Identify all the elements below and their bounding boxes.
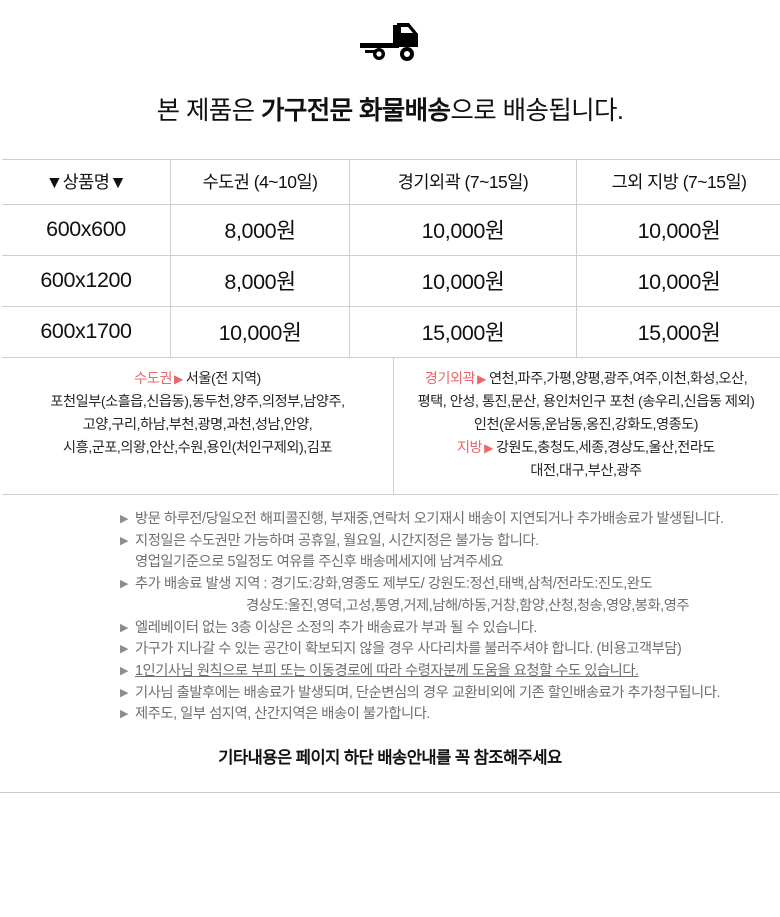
region-outer-line: 평택, 안성, 통진,문산, 용인처인구 포천 (송우리,신읍동 제외) xyxy=(417,394,755,410)
note-text: 엘레베이터 없는 3층 이상은 소정의 추가 배송료가 부과 될 수 있습니다. xyxy=(135,619,537,636)
cell-metro: 10,000원 xyxy=(170,306,350,358)
region-outer-headline: 경기외곽 ▶ 연천,파주,가평,양평,광주,여주,이천,화성,오산, xyxy=(398,368,774,391)
region-metro-label: 수도권 xyxy=(134,371,172,387)
cell-product: 600x1700 xyxy=(2,306,171,358)
note-item: ▶ 추가 배송료 발생 지역 : 경기도:강화,영종도 제부도/ 강원도:정선,… xyxy=(2,574,778,596)
footer-note: 기타내용은 페이지 하단 배송안내를 꼭 참조해주세요 xyxy=(218,749,562,768)
note-item: ▶ 방문 하루전/당일오전 해피콜진행, 부재중,연락처 오기재시 배송이 지연… xyxy=(2,509,778,531)
arrow-icon: ▶ xyxy=(477,372,486,386)
region-metro-line: 시흥,군포,의왕,안산,수원,용인(처인구제외),김포 xyxy=(63,440,332,456)
bullet-arrow-icon: ▶ xyxy=(120,643,129,656)
note-text: 경상도:울진,영덕,고성,통영,거제,남해/하동,거창,함양,산청,청송,영양,… xyxy=(246,597,690,614)
note-text: 가구가 지나갈 수 있는 공간이 확보되지 않을 경우 사다리차를 불러주셔야 … xyxy=(135,641,682,658)
note-item: ▶ 엘레베이터 없는 3층 이상은 소정의 추가 배송료가 부과 될 수 있습니… xyxy=(2,618,778,640)
shipping-price-table: ▼상품명▼ 수도권 (4~10일) 경기외곽 (7~15일) 그외 지방 (7~… xyxy=(2,159,780,358)
headline-prefix: 본 제품은 xyxy=(156,97,262,125)
arrow-icon: ▶ xyxy=(484,441,493,455)
region-metro-column: 수도권 ▶ 서울(전 지역) 포천일부(소흘읍,신읍동),동두천,양주,의정부,남양… xyxy=(2,358,394,494)
note-item-subline: 경상도:울진,영덕,고성,통영,거제,남해/하동,거창,함양,산청,청송,영양,… xyxy=(2,596,778,618)
table-row: 600x1700 10,000원 15,000원 15,000원 xyxy=(2,306,780,358)
table-row: 600x1200 8,000원 10,000원 10,000원 xyxy=(2,255,780,307)
bottom-divider xyxy=(0,792,780,794)
cell-product: 600x600 xyxy=(2,204,171,256)
table-row: 600x600 8,000원 10,000원 10,000원 xyxy=(2,204,780,256)
note-item-continuation: ▶ 영업일기준으로 5일정도 여유를 주신후 배송메세지에 남겨주세요 xyxy=(2,552,778,574)
note-text: 추가 배송료 발생 지역 : 경기도:강화,영종도 제부도/ 강원도:정선,태백… xyxy=(135,576,653,593)
cell-outer: 10,000원 xyxy=(349,255,577,307)
note-item: ▶ 기사님 출발후에는 배송료가 발생되며, 단순변심의 경우 교환비외에 기존… xyxy=(2,683,778,705)
note-item: ▶ 1인기사님 원칙으로 부피 또는 이동경로에 따라 수령자분께 도움을 요청… xyxy=(2,661,778,683)
region-metro-line: 포천일부(소흘읍,신읍동),동두천,양주,의정부,남양주, xyxy=(50,394,345,410)
col-header-outer: 경기외곽 (7~15일) xyxy=(349,159,577,205)
region-province-line: 대전,대구,부산,광주 xyxy=(530,463,642,479)
flatbed-truck-icon xyxy=(360,23,418,61)
table-header-row: ▼상품명▼ 수도권 (4~10일) 경기외곽 (7~15일) 그외 지방 (7~… xyxy=(2,159,780,205)
region-outer-line: 인천(운서동,운남동,옹진,강화도,영종도) xyxy=(473,417,699,433)
bullet-arrow-icon: ▶ xyxy=(120,534,129,547)
cell-other: 15,000원 xyxy=(576,306,780,358)
region-outer-label: 경기외곽 xyxy=(424,371,476,387)
bullet-arrow-icon: ▶ xyxy=(120,513,129,525)
bullet-arrow-icon: ▶ xyxy=(120,686,129,699)
page-title: 본 제품은 가구전문 화물배송으로 배송됩니다. xyxy=(0,90,780,127)
region-metro-line-0: 서울(전 지역) xyxy=(185,371,262,387)
region-province-label: 지방 xyxy=(456,440,483,456)
note-text: 기사님 출발후에는 배송료가 발생되며, 단순변심의 경우 교환비외에 기존 할… xyxy=(135,684,720,701)
cell-other: 10,000원 xyxy=(576,204,780,256)
region-coverage-box: 수도권 ▶ 서울(전 지역) 포천일부(소흘읍,신읍동),동두천,양주,의정부,남양… xyxy=(2,358,778,495)
cell-product: 600x1200 xyxy=(2,255,171,307)
cell-other: 10,000원 xyxy=(576,255,780,307)
region-outer-line-0: 연천,파주,가평,양평,광주,여주,이천,화성,오산, xyxy=(488,371,748,387)
headline-emphasis: 가구전문 화물배송 xyxy=(261,97,451,125)
bullet-arrow-icon: ▶ xyxy=(120,578,129,591)
cell-metro: 8,000원 xyxy=(170,255,350,307)
bullet-arrow-icon: ▶ xyxy=(120,621,129,634)
note-text: 영업일기준으로 5일정도 여유를 주신후 배송메세지에 남겨주세요 xyxy=(135,554,504,571)
cell-metro: 8,000원 xyxy=(170,204,350,256)
cell-outer: 10,000원 xyxy=(349,204,577,256)
region-metro-headline: 수도권 ▶ 서울(전 지역) xyxy=(6,368,389,391)
headline-suffix: 으로 배송됩니다. xyxy=(450,97,624,125)
col-header-product: ▼상품명▼ xyxy=(2,159,171,205)
region-outer-column: 경기외곽 ▶ 연천,파주,가평,양평,광주,여주,이천,화성,오산, 평택, 안성,… xyxy=(394,358,778,494)
bullet-arrow-icon: ▶ xyxy=(120,708,129,721)
note-item: ▶ 가구가 지나갈 수 있는 공간이 확보되지 않을 경우 사다리차를 불러주셔… xyxy=(2,639,778,661)
note-item: ▶ 지정일은 수도권만 가능하며 공휴일, 월요일, 시간지정은 불가능 합니다… xyxy=(2,531,778,553)
note-text: 제주도, 일부 섬지역, 산간지역은 배송이 불가합니다. xyxy=(135,706,430,723)
cell-outer: 15,000원 xyxy=(349,306,577,358)
bullet-arrow-icon: ▶ xyxy=(120,665,129,678)
col-header-metro: 수도권 (4~10일) xyxy=(170,159,350,205)
region-province-line-0: 강원도,충청도,세종,경상도,울산,전라도 xyxy=(495,440,716,456)
price-table-container: ▼상품명▼ 수도권 (4~10일) 경기외곽 (7~15일) 그외 지방 (7~… xyxy=(0,159,780,358)
note-text: 1인기사님 원칙으로 부피 또는 이동경로에 따라 수령자분께 도움을 요청할 … xyxy=(135,663,639,680)
note-item: ▶ 제주도, 일부 섬지역, 산간지역은 배송이 불가합니다. xyxy=(2,704,778,726)
note-text: 방문 하루전/당일오전 해피콜진행, 부재중,연락처 오기재시 배송이 지연되거… xyxy=(135,511,724,527)
note-text: 지정일은 수도권만 가능하며 공휴일, 월요일, 시간지정은 불가능 합니다. xyxy=(135,532,539,549)
truck-icon-container xyxy=(0,0,780,62)
region-province-headline: 지방 ▶ 강원도,충청도,세종,경상도,울산,전라도 xyxy=(398,437,774,460)
notes-list: ▶ 방문 하루전/당일오전 해피콜진행, 부재중,연락처 오기재시 배송이 지연… xyxy=(2,495,778,730)
col-header-other: 그외 지방 (7~15일) xyxy=(576,159,780,205)
arrow-icon: ▶ xyxy=(173,372,183,386)
region-metro-line: 고양,구리,하남,부천,광명,과천,성남,안양, xyxy=(82,417,313,433)
